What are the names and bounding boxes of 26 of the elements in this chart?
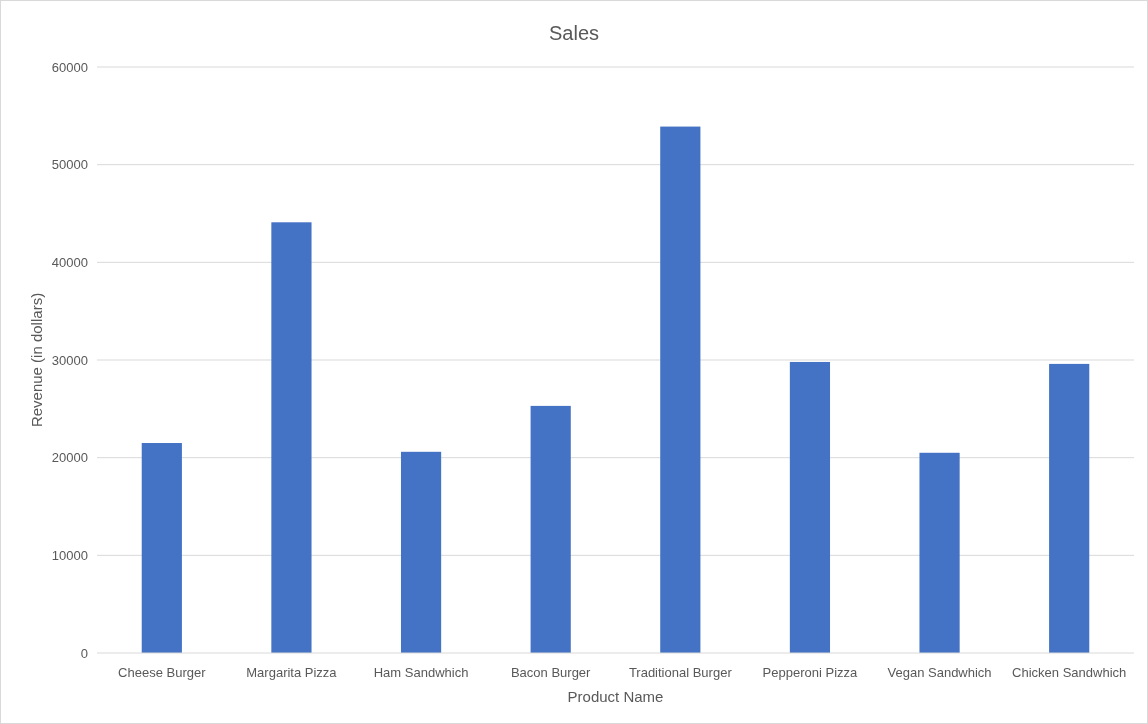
bar bbox=[660, 126, 701, 653]
x-tick-label: Cheese Burger bbox=[118, 665, 207, 680]
bar bbox=[400, 451, 442, 653]
x-tick-label: Chicken Sandwhich bbox=[1012, 665, 1127, 680]
x-tick-label: Margarita Pizza bbox=[246, 665, 338, 680]
x-tick-label: Traditional Burger bbox=[628, 665, 733, 680]
bar bbox=[919, 452, 960, 653]
x-tick-label: Vegan Sandwhich bbox=[887, 665, 992, 680]
y-tick-label: 30000 bbox=[51, 352, 88, 368]
y-axis-title: Revenue (in dollars) bbox=[28, 292, 45, 428]
y-tick-label: 20000 bbox=[51, 450, 88, 466]
y-tick-label: 50000 bbox=[51, 157, 88, 173]
chart-title: Sales bbox=[548, 22, 600, 44]
x-axis-title: Product Name bbox=[567, 688, 664, 705]
y-tick-label: 40000 bbox=[51, 254, 88, 270]
bar bbox=[271, 222, 312, 653]
bar bbox=[530, 405, 571, 653]
y-tick-label: 10000 bbox=[51, 547, 88, 563]
y-tick-label: 60000 bbox=[51, 59, 88, 75]
x-tick-label: Bacon Burger bbox=[510, 665, 592, 680]
bar bbox=[141, 443, 182, 653]
y-tick-label: 0 bbox=[80, 645, 88, 661]
bar bbox=[1049, 363, 1090, 653]
x-tick-label: Ham Sandwhich bbox=[373, 665, 469, 680]
x-tick-label: Pepperoni Pizza bbox=[762, 665, 859, 680]
bar bbox=[789, 361, 831, 653]
